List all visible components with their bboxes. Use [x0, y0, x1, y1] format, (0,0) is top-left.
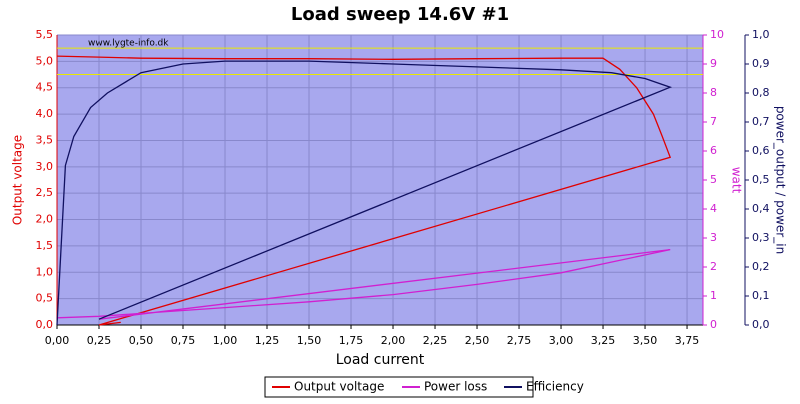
x-tick-label: 0,25 — [87, 334, 112, 347]
y-tick-label: 0,5 — [36, 292, 54, 305]
x-tick-label: 3,25 — [591, 334, 616, 347]
x-tick-label: 1,00 — [213, 334, 238, 347]
y3-tick-label: 0,9 — [752, 57, 770, 70]
x-tick-label: 1,75 — [339, 334, 364, 347]
y2-tick-label: 8 — [710, 86, 717, 99]
annotation: www.lygte-info.dk — [88, 39, 169, 49]
y3-tick-label: 0,8 — [752, 86, 770, 99]
y-tick-label: 4,5 — [36, 81, 54, 94]
x-tick-label: 1,25 — [255, 334, 280, 347]
y3-tick-label: 0,3 — [752, 231, 770, 244]
legend-label: Power loss — [424, 380, 487, 394]
series-line — [56, 55, 672, 326]
y-tick-label: 5,0 — [36, 54, 54, 67]
y-tick-label: 3,5 — [36, 133, 54, 146]
y2-tick-label: 6 — [710, 144, 717, 157]
y3-tick-label: 0,2 — [752, 260, 770, 273]
y-tick-label: 4,0 — [36, 107, 54, 120]
legend-label: Output voltage — [294, 380, 384, 394]
chart-title: Load sweep 14.6V #1 — [291, 4, 509, 25]
series-line — [56, 248, 671, 320]
y-axis-title: Output voltage — [11, 135, 25, 225]
y-tick-label: 1,0 — [36, 265, 54, 278]
x-tick-label: 3,50 — [633, 334, 658, 347]
y2-tick-label: 9 — [710, 57, 717, 70]
y3-axis-title: power_output / power_in — [774, 106, 788, 254]
y2-tick-label: 7 — [710, 115, 717, 128]
y2-tick-label: 3 — [710, 231, 717, 244]
y3-tick-label: 0,7 — [752, 115, 770, 128]
y-tick-label: 2,5 — [36, 186, 54, 199]
x-tick-label: 2,75 — [507, 334, 532, 347]
x-tick-label: 2,00 — [381, 334, 406, 347]
x-tick-label: 2,50 — [465, 334, 490, 347]
y3-tick-label: 0,4 — [752, 202, 770, 215]
x-tick-label: 0,50 — [129, 334, 154, 347]
y-tick-label: 0,0 — [36, 318, 54, 331]
y2-tick-label: 0 — [710, 318, 717, 331]
x-tick-label: 3,00 — [549, 334, 574, 347]
x-tick-label: 0,75 — [171, 334, 196, 347]
y3-tick-label: 0,5 — [752, 173, 770, 186]
x-tick-label: 3,75 — [675, 334, 700, 347]
series-line — [56, 60, 673, 326]
x-tick-label: 2,25 — [423, 334, 448, 347]
y3-tick-label: 0,6 — [752, 144, 770, 157]
x-tick-label: 1,50 — [297, 334, 322, 347]
y2-tick-label: 2 — [710, 260, 717, 273]
y-tick-label: 2,0 — [36, 213, 54, 226]
legend-box — [264, 376, 534, 398]
y3-tick-label: 0,1 — [752, 289, 770, 302]
x-axis-title: Load current — [336, 352, 425, 368]
y2-tick-label: 1 — [710, 289, 717, 302]
legend-label: Efficiency — [526, 380, 584, 394]
y-tick-label: 1,5 — [36, 239, 54, 252]
y3-tick-label: 1,0 — [752, 28, 770, 41]
y-tick-label: 5,5 — [36, 28, 54, 41]
y-tick-label: 3,0 — [36, 160, 54, 173]
y2-tick-label: 4 — [710, 202, 717, 215]
y3-tick-label: 0,0 — [752, 318, 770, 331]
x-tick-label: 0,00 — [45, 334, 70, 347]
y2-axis-title: watt — [730, 167, 744, 194]
plot-area — [57, 35, 703, 325]
y2-tick-label: 5 — [710, 173, 717, 186]
y2-tick-label: 10 — [710, 28, 724, 41]
